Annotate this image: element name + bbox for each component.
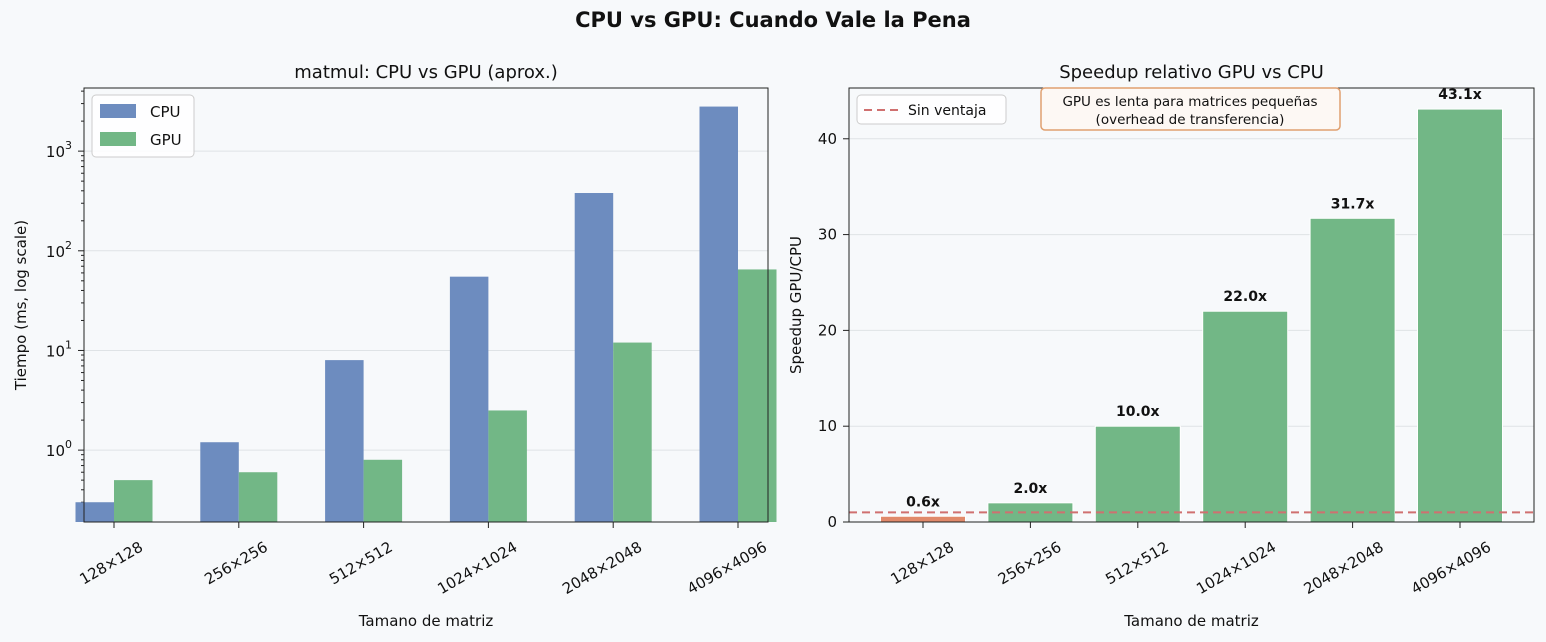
- y-tick-label: 0: [827, 513, 837, 531]
- annotation-text: GPU es lenta para matrices pequeñas: [1062, 94, 1317, 110]
- legend-box: [856, 94, 1007, 125]
- bar-value-label: 43.1x: [1438, 87, 1482, 103]
- y-tick-label-base: 10: [46, 342, 65, 360]
- bar-value-label: 31.7x: [1331, 196, 1375, 212]
- chart-title: Speedup relativo GPU vs CPU: [1059, 62, 1324, 83]
- y-tick-label-base: 10: [46, 143, 65, 161]
- bar-gpu: [613, 342, 652, 522]
- legend-swatch-cpu: [100, 104, 136, 118]
- bar-cpu: [574, 193, 614, 522]
- y-tick-label-base: 10: [46, 442, 65, 460]
- x-tick-label: 512×512: [326, 538, 395, 589]
- bar-gpu: [363, 459, 403, 522]
- bar-speedup: [1309, 217, 1396, 523]
- x-axis-label: Tamano de matriz: [358, 612, 494, 630]
- x-tick-label: 256×256: [201, 538, 270, 589]
- bar-gpu: [114, 480, 153, 522]
- bar-cpu: [75, 502, 114, 522]
- y-tick-label: 103: [46, 139, 72, 161]
- x-tick-label: 1024×1024: [1193, 538, 1279, 598]
- y-tick-label-exponent: 3: [65, 139, 72, 152]
- x-axis-label: Tamano de matriz: [1123, 612, 1259, 630]
- annotation-text: (overhead de transferencia): [1096, 112, 1285, 128]
- x-tick-label: 4096×4096: [684, 538, 770, 598]
- bar-cpu: [325, 360, 364, 522]
- figure-title: CPU vs GPU: Cuando Vale la Pena: [575, 8, 971, 32]
- y-tick-label: 10: [818, 417, 837, 435]
- x-tick-label: 4096×4096: [1408, 538, 1494, 598]
- x-tick-label: 128×128: [888, 538, 957, 589]
- bar-cpu: [449, 276, 489, 522]
- x-tick-label: 1024×1024: [434, 538, 520, 598]
- bar-cpu: [699, 106, 738, 522]
- bar-speedup: [880, 515, 966, 523]
- bar-value-label: 0.6x: [906, 494, 940, 510]
- y-tick-label: 30: [818, 226, 837, 244]
- bar-gpu: [738, 269, 777, 522]
- legend-label: CPU: [150, 103, 181, 121]
- x-tick-label: 512×512: [1102, 538, 1171, 589]
- y-tick-label: 102: [46, 239, 72, 261]
- bar-speedup: [1202, 310, 1289, 523]
- y-tick-label-exponent: 0: [65, 438, 72, 451]
- x-tick-label: 256×256: [995, 538, 1064, 589]
- y-tick-label: 20: [818, 321, 837, 339]
- legend-label: GPU: [150, 131, 182, 149]
- y-tick-label-exponent: 2: [65, 239, 72, 252]
- y-tick-label: 100: [46, 438, 72, 460]
- y-tick-label-exponent: 1: [65, 338, 72, 351]
- y-tick-label: 101: [46, 338, 72, 360]
- bar-cpu: [200, 442, 239, 522]
- bar-gpu: [488, 410, 527, 522]
- x-tick-label: 2048×2048: [1301, 538, 1387, 598]
- y-tick-label-base: 10: [46, 243, 65, 261]
- chart-title: matmul: CPU vs GPU (aprox.): [294, 62, 557, 83]
- x-tick-label: 2048×2048: [559, 538, 645, 598]
- y-tick-label: 40: [818, 130, 837, 148]
- y-axis-label: Tiempo (ms, log scale): [12, 220, 30, 391]
- bar-speedup: [1094, 425, 1181, 523]
- x-tick-label: 128×128: [77, 538, 146, 589]
- y-axis-label: Speedup GPU/CPU: [787, 236, 805, 374]
- bar-value-label: 22.0x: [1223, 289, 1267, 305]
- plot-frame-1: [83, 87, 769, 523]
- annotation-box: [1040, 87, 1341, 131]
- legend-label: Sin ventaja: [908, 103, 986, 119]
- bar-speedup: [1417, 108, 1503, 523]
- bar-value-label: 2.0x: [1013, 481, 1047, 497]
- legend-swatch-gpu: [100, 132, 136, 146]
- bar-value-label: 10.0x: [1116, 404, 1160, 420]
- bar-gpu: [238, 472, 278, 522]
